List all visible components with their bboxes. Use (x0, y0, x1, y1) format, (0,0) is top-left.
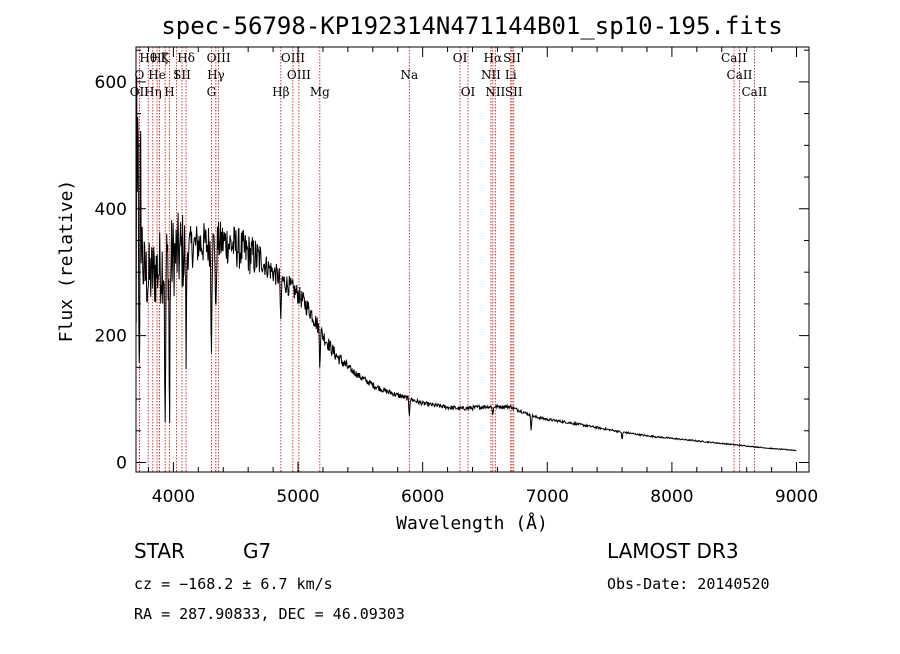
line-marker-label: SII (505, 85, 523, 99)
observation-date: Obs-Date: 20140520 (607, 575, 770, 593)
x-tick-label: 7000 (526, 487, 569, 507)
line-marker-label: CaII (741, 85, 767, 99)
coordinates: RA = 287.90833, DEC = 46.09303 (134, 605, 405, 623)
line-marker-label: OIII (287, 68, 311, 82)
line-marker-label: SII (503, 51, 521, 65)
x-tick-label: 8000 (650, 487, 693, 507)
line-marker-label: Hγ (207, 68, 225, 82)
line-marker-label: He (148, 68, 166, 82)
spectrum-line (135, 76, 797, 452)
line-marker-label: Hη (144, 85, 162, 99)
line-marker-label: I (174, 68, 179, 82)
x-tick-label: 4000 (152, 487, 195, 507)
object-class: STAR (134, 539, 185, 563)
x-axis-label: Wavelength (Å) (396, 512, 548, 534)
line-marker-label: Hβ (272, 85, 289, 99)
y-tick-label: 200 (95, 327, 127, 347)
survey-label: LAMOST DR3 (607, 539, 739, 563)
x-tick-label: 6000 (401, 487, 444, 507)
line-marker-label: Li (505, 68, 517, 82)
line-marker-label: NII (485, 85, 505, 99)
line-marker-label: H (164, 85, 174, 99)
line-markers: OIIOHθHηHeHζKHISIIHδGHγOIIIHβOIIIOIIIMgN… (130, 47, 768, 472)
x-tick-label: 9000 (775, 487, 818, 507)
redshift-cz: cz = −168.2 ± 6.7 km/s (134, 575, 333, 593)
line-marker-label: CaII (721, 51, 747, 65)
line-marker-label: SII (173, 68, 191, 82)
y-tick-label: 0 (116, 453, 127, 473)
line-marker-label: OIII (281, 51, 305, 65)
y-axis-label: Flux (relative) (56, 180, 77, 343)
line-marker-label: G (207, 85, 217, 99)
chart-title: spec-56798-KP192314N471144B01_sp10-195.f… (161, 12, 782, 40)
y-tick-label: 400 (95, 200, 127, 220)
line-marker-label: OI (453, 51, 468, 65)
line-marker-label: Hζ (151, 51, 168, 65)
line-marker-label: Hα (484, 51, 503, 65)
line-marker-label: OI (461, 85, 476, 99)
line-marker-label: OIII (207, 51, 231, 65)
x-tick-label: 5000 (276, 487, 319, 507)
line-marker-label: Mg (310, 85, 330, 99)
object-subclass: G7 (243, 539, 271, 563)
line-marker-label: Na (400, 68, 418, 82)
line-marker-label: O (134, 68, 144, 82)
y-tick-label: 600 (95, 73, 127, 93)
line-marker-label: K (161, 51, 171, 65)
axis-ticks: 4000 5000 6000 7000 8000 9000 0 200 400 600 (95, 47, 818, 507)
line-marker-label: Hδ (177, 51, 195, 65)
line-marker-label: CaII (727, 68, 753, 82)
line-marker-label: NII (481, 68, 501, 82)
